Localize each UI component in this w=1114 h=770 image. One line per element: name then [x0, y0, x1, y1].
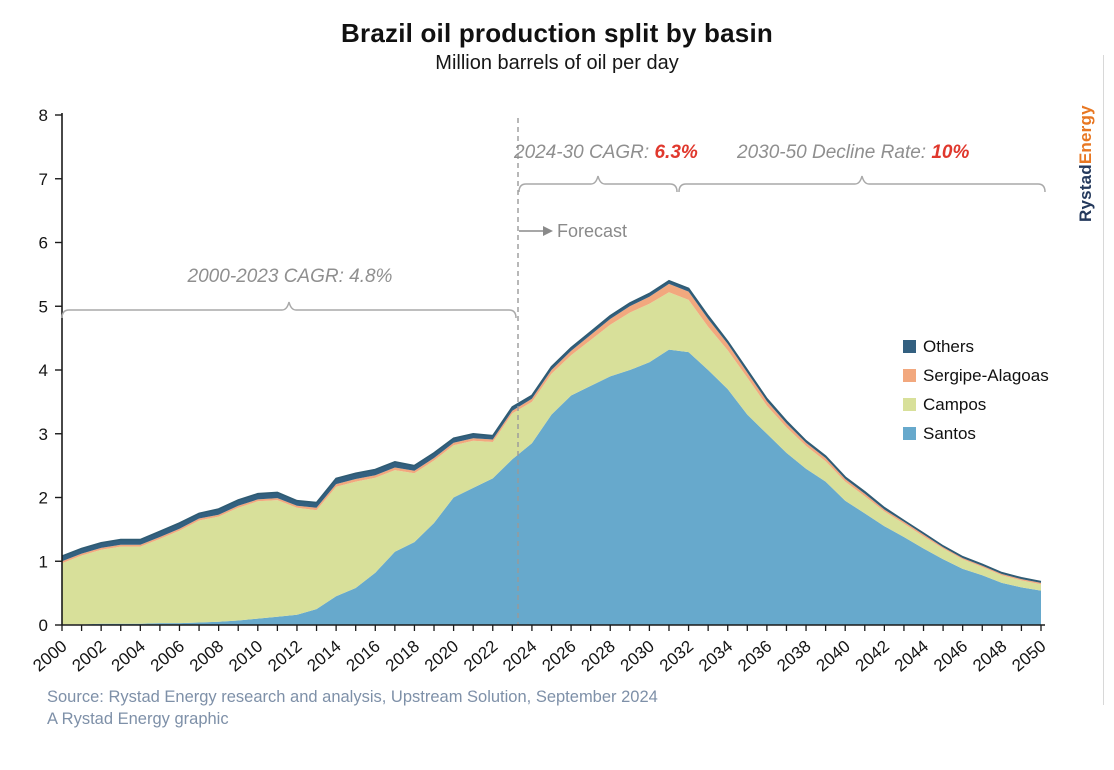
bracket-2000-2023 — [61, 301, 517, 319]
y-tick-label: 0 — [39, 616, 48, 635]
x-tick-label: 2016 — [343, 637, 384, 676]
legend-swatch-santos — [903, 427, 916, 440]
legend-swatch-sergipe-alagoas — [903, 369, 916, 382]
x-tick-label: 2034 — [695, 637, 736, 676]
legend-label-santos: Santos — [923, 423, 976, 443]
x-tick-label: 2008 — [186, 637, 227, 676]
x-tick-label: 2018 — [382, 637, 423, 676]
x-tick-label: 2030 — [617, 637, 658, 676]
annotation-historical-cagr: 2000-2023 CAGR: 4.8% — [187, 266, 393, 287]
legend-swatch-others — [903, 340, 916, 353]
annotation-forecast-cagr-value: 6.3% — [654, 142, 698, 163]
annotation-decline-rate-label: 2030-50 Decline Rate: — [737, 142, 932, 163]
logo-rystad: Rystad — [1076, 164, 1095, 222]
right-edge-divider — [1103, 55, 1104, 705]
forecast-label: Forecast — [557, 221, 628, 241]
legend-label-others: Others — [923, 336, 975, 356]
x-tick-label: 2002 — [69, 637, 110, 676]
legend-item-others: Others — [903, 332, 1049, 361]
source-line-1: Source: Rystad Energy research and analy… — [47, 688, 658, 706]
x-tick-label: 2036 — [734, 637, 775, 676]
legend-swatch-campos — [903, 398, 916, 411]
chart-legend: Others Sergipe-Alagoas Campos Santos — [903, 332, 1049, 448]
x-tick-label: 2014 — [304, 637, 345, 676]
x-tick-label: 2012 — [264, 637, 305, 676]
legend-item-campos: Campos — [903, 390, 1049, 419]
bracket-2030-2050 — [678, 175, 1046, 193]
page-subtitle: Million barrels of oil per day — [435, 52, 679, 74]
x-tick-label: 2010 — [225, 637, 266, 676]
annotation-forecast-cagr-label: 2024-30 CAGR: — [514, 142, 655, 163]
x-tick-label: 2046 — [930, 637, 971, 676]
x-tick-label: 2022 — [460, 637, 501, 676]
x-tick-label: 2032 — [656, 637, 697, 676]
annotation-forecast-cagr: 2024-30 CAGR: 6.3% — [514, 142, 698, 164]
x-tick-label: 2040 — [813, 637, 854, 676]
x-tick-label: 2000 — [29, 637, 70, 676]
source-line-2: A Rystad Energy graphic — [47, 710, 229, 728]
logo-energy: Energy — [1076, 105, 1095, 165]
y-tick-label: 1 — [39, 552, 48, 571]
x-tick-label: 2020 — [421, 637, 462, 676]
y-tick-label: 6 — [39, 234, 48, 253]
legend-item-santos: Santos — [903, 419, 1049, 448]
y-tick-label: 7 — [39, 170, 48, 189]
legend-label-sergipe-alagoas: Sergipe-Alagoas — [923, 365, 1049, 385]
bracket-2024-2030 — [518, 175, 678, 193]
area-santos — [62, 349, 1041, 625]
annotation-decline-rate: 2030-50 Decline Rate: 10% — [737, 142, 969, 164]
rystad-energy-logo: RystadEnergy — [1076, 82, 1102, 222]
x-tick-label: 2006 — [147, 637, 188, 676]
forecast-arrow-head — [543, 226, 553, 236]
annotation-decline-rate-value: 10% — [931, 142, 970, 163]
source-note: Source: Rystad Energy research and analy… — [47, 686, 658, 730]
stack-top-outline — [61, 279, 1042, 583]
x-tick-label: 2044 — [891, 637, 932, 676]
page-title: Brazil oil production split by basin — [341, 18, 773, 48]
y-tick-label: 8 — [39, 106, 48, 125]
area-campos — [62, 292, 1041, 625]
y-tick-label: 2 — [39, 489, 48, 508]
x-tick-label: 2050 — [1008, 637, 1049, 676]
y-tick-label: 4 — [39, 361, 48, 380]
y-tick-label: 5 — [39, 297, 48, 316]
x-tick-label: 2048 — [969, 637, 1010, 676]
legend-item-sergipe-alagoas: Sergipe-Alagoas — [903, 361, 1049, 390]
x-tick-label: 2038 — [773, 637, 814, 676]
x-tick-label: 2042 — [852, 637, 893, 676]
x-tick-label: 2004 — [108, 637, 149, 676]
legend-label-campos: Campos — [923, 394, 987, 414]
x-tick-label: 2028 — [578, 637, 619, 676]
x-tick-label: 2024 — [499, 637, 540, 676]
x-tick-label: 2026 — [538, 637, 579, 676]
y-tick-label: 3 — [39, 425, 48, 444]
